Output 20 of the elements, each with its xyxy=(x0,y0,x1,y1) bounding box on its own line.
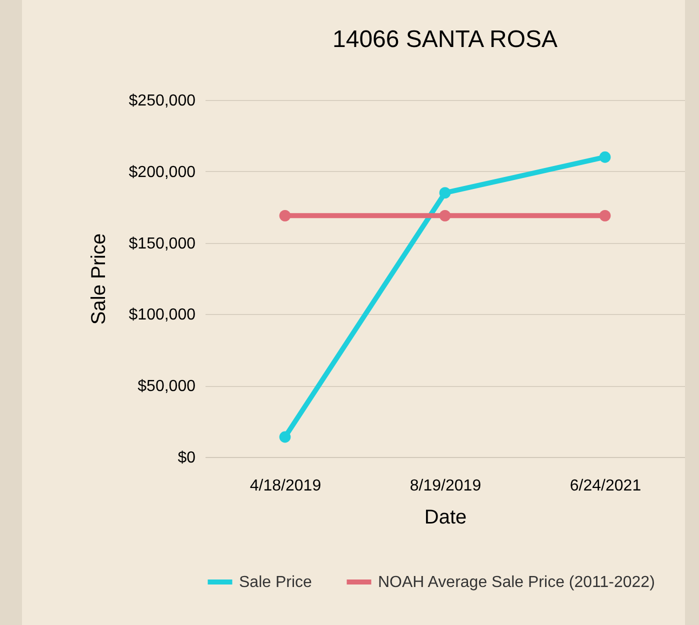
point xyxy=(439,210,451,222)
point xyxy=(279,210,291,222)
x-tick-label: 8/19/2019 xyxy=(410,478,482,494)
y-tick-label: $0 xyxy=(178,450,196,466)
x-axis-title: Date xyxy=(424,506,467,528)
point xyxy=(599,151,611,163)
chart-title: 14066 SANTA ROSA xyxy=(332,26,558,53)
y-tick-label: $50,000 xyxy=(138,378,196,396)
x-tick-label: 4/18/2019 xyxy=(250,478,322,494)
point xyxy=(599,210,611,222)
y-tick-label: $150,000 xyxy=(128,235,196,252)
legend-label: Sale Price xyxy=(239,574,312,591)
y-tick-label: $100,000 xyxy=(128,306,196,324)
y-axis-title: Sale Price xyxy=(88,233,110,325)
x-tick-label: 6/24/2021 xyxy=(570,478,642,494)
y-tick-label: $250,000 xyxy=(128,92,196,110)
point xyxy=(279,431,291,443)
point xyxy=(439,187,451,199)
legend-label: NOAH Average Sale Price (2011-2022) xyxy=(378,574,655,591)
y-tick-label: $200,000 xyxy=(128,164,196,181)
